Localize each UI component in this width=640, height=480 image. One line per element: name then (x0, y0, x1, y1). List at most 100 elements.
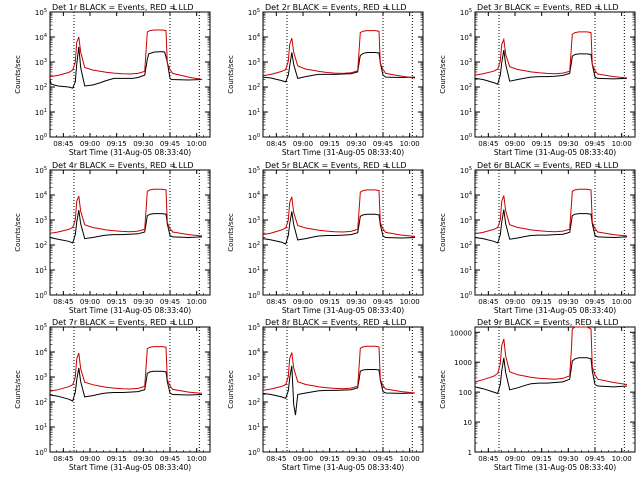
x-tick-label: 09:15 (107, 455, 127, 463)
x-tick-label: 09:30 (133, 455, 153, 463)
y-tick-label: 10000 (450, 329, 472, 337)
y-tick-label: 100 (35, 133, 47, 142)
y-tick-label: 100 (460, 291, 472, 300)
x-tick-label: 09:45 (373, 140, 393, 148)
series-events-line (49, 367, 203, 402)
y-tick-label: 105 (248, 166, 260, 175)
x-tick-label: 09:15 (107, 140, 127, 148)
y-tick-label: 103 (248, 216, 260, 225)
chart-title: Det 4r BLACK = Events, RED = LLD (52, 161, 194, 170)
x-tick-label: 10:00 (187, 140, 207, 148)
x-tick-label: 08:45 (478, 455, 498, 463)
x-tick-label: 08:45 (478, 298, 498, 306)
x-tick-label: 09:15 (107, 298, 127, 306)
x-tick-label: 09:45 (585, 455, 605, 463)
y-axis-label: Counts/sec (14, 55, 22, 94)
x-tick-label: 09:15 (320, 455, 340, 463)
y-axis-label: Counts/sec (227, 370, 235, 409)
y-axis-label: Counts/sec (14, 370, 22, 409)
y-tick-label: 104 (460, 33, 472, 42)
y-tick-label: 102 (35, 83, 47, 92)
x-tick-label: 10:00 (612, 455, 632, 463)
chart-title: Det 9r BLACK = Events, RED = LLD (477, 318, 619, 327)
y-tick-label: 102 (248, 241, 260, 250)
x-tick-label: 10:00 (187, 455, 207, 463)
y-tick-label: 101 (460, 266, 472, 275)
flag-label: L (598, 3, 603, 12)
x-tick-label: 09:30 (133, 298, 153, 306)
y-tick-label: 102 (460, 241, 472, 250)
chart-title: Det 2r BLACK = Events, RED = LLD (265, 3, 407, 12)
y-tick-label: 103 (35, 373, 47, 382)
y-tick-label: 105 (35, 8, 47, 17)
x-tick-label: 08:45 (53, 140, 73, 148)
x-tick-label: 09:00 (505, 455, 525, 463)
x-tick-label: 10:00 (400, 140, 420, 148)
y-tick-label: 100 (460, 133, 472, 142)
y-tick-label: 10 (463, 419, 472, 427)
x-tick-label: 09:00 (505, 140, 525, 148)
x-tick-label: 09:45 (160, 298, 180, 306)
y-tick-label: 103 (35, 216, 47, 225)
series-events-line (49, 46, 203, 89)
y-tick-label: 102 (248, 398, 260, 407)
x-axis-label: Start Time (31-Aug-05 08:33:40) (69, 306, 191, 315)
x-tick-label: 09:45 (585, 298, 605, 306)
y-tick-label: 103 (35, 58, 47, 67)
x-tick-label: 09:00 (293, 140, 313, 148)
y-tick-label: 1 (468, 449, 472, 457)
chart-title: Det 8r BLACK = Events, RED = LLD (265, 318, 407, 327)
y-tick-label: 100 (248, 133, 260, 142)
y-axis-label: Counts/sec (439, 213, 447, 252)
x-tick-label: 09:30 (558, 140, 578, 148)
series-lld-line (49, 29, 203, 80)
x-tick-label: 09:45 (585, 140, 605, 148)
x-tick-label: 09:30 (133, 140, 153, 148)
x-tick-label: 08:45 (53, 455, 73, 463)
y-axis-label: Counts/sec (439, 55, 447, 94)
flag-label: L (386, 3, 391, 12)
x-tick-label: 09:30 (346, 455, 366, 463)
chart-title: Det 1r BLACK = Events, RED = LLD (52, 3, 194, 12)
x-tick-label: 08:45 (266, 140, 286, 148)
y-tick-label: 1000 (454, 359, 472, 367)
y-axis-label: Counts/sec (439, 370, 447, 409)
x-tick-label: 09:15 (320, 140, 340, 148)
y-tick-label: 105 (35, 166, 47, 175)
x-tick-label: 09:00 (80, 298, 100, 306)
x-tick-label: 10:00 (612, 298, 632, 306)
y-tick-label: 105 (35, 323, 47, 332)
x-axis-label: Start Time (31-Aug-05 08:33:40) (69, 148, 191, 157)
y-tick-label: 104 (35, 348, 47, 357)
x-axis-label: Start Time (31-Aug-05 08:33:40) (494, 306, 616, 315)
series-lld-line (474, 326, 628, 385)
series-events-line (262, 52, 416, 83)
x-tick-label: 08:45 (266, 455, 286, 463)
series-lld-line (262, 345, 416, 394)
y-tick-label: 104 (248, 348, 260, 357)
x-tick-label: 09:00 (293, 455, 313, 463)
y-tick-label: 104 (460, 191, 472, 200)
y-tick-label: 100 (35, 291, 47, 300)
chart-title: Det 3r BLACK = Events, RED = LLD (477, 3, 619, 12)
series-lld-line (262, 30, 416, 79)
chart-title: Det 7r BLACK = Events, RED = LLD (52, 318, 194, 327)
x-axis-label: Start Time (31-Aug-05 08:33:40) (282, 306, 404, 315)
y-tick-label: 102 (35, 398, 47, 407)
x-tick-label: 09:45 (373, 298, 393, 306)
y-tick-label: 105 (460, 8, 472, 17)
flag-label: L (598, 161, 603, 170)
y-tick-label: 104 (248, 191, 260, 200)
y-tick-label: 100 (35, 448, 47, 457)
x-tick-label: 09:30 (346, 140, 366, 148)
y-tick-label: 103 (248, 373, 260, 382)
x-tick-label: 09:15 (532, 298, 552, 306)
